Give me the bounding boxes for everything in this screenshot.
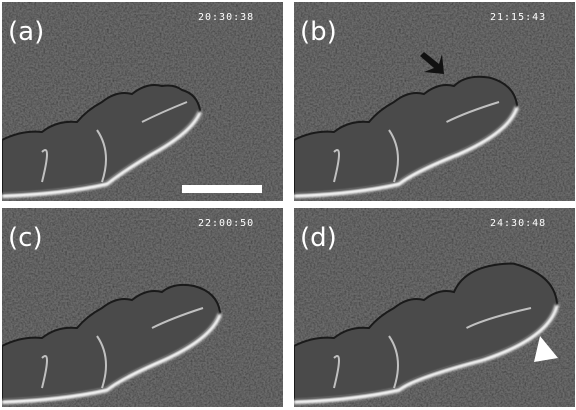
timestamp: 21:15:43 [490, 12, 546, 23]
scale-bar [182, 185, 262, 193]
panel: (a) 20:30:38 [2, 2, 283, 201]
panel-label: (d) [300, 223, 337, 253]
figure: (a) 20:30:38 (b) 21:15:43 (c) 22:00:50 (d) 24:3… [0, 0, 576, 410]
timestamp: 20:30:38 [198, 12, 254, 23]
panel-label: (b) [300, 17, 337, 47]
panel-label: (c) [8, 223, 43, 253]
timestamp: 24:30:48 [490, 218, 546, 229]
panel: (b) 21:15:43 [294, 2, 575, 201]
panel: (c) 22:00:50 [2, 208, 283, 407]
panel-image [2, 208, 283, 407]
timestamp: 22:00:50 [198, 218, 254, 229]
panel: (d) 24:30:48 [294, 208, 575, 407]
panel-label: (a) [8, 17, 44, 47]
